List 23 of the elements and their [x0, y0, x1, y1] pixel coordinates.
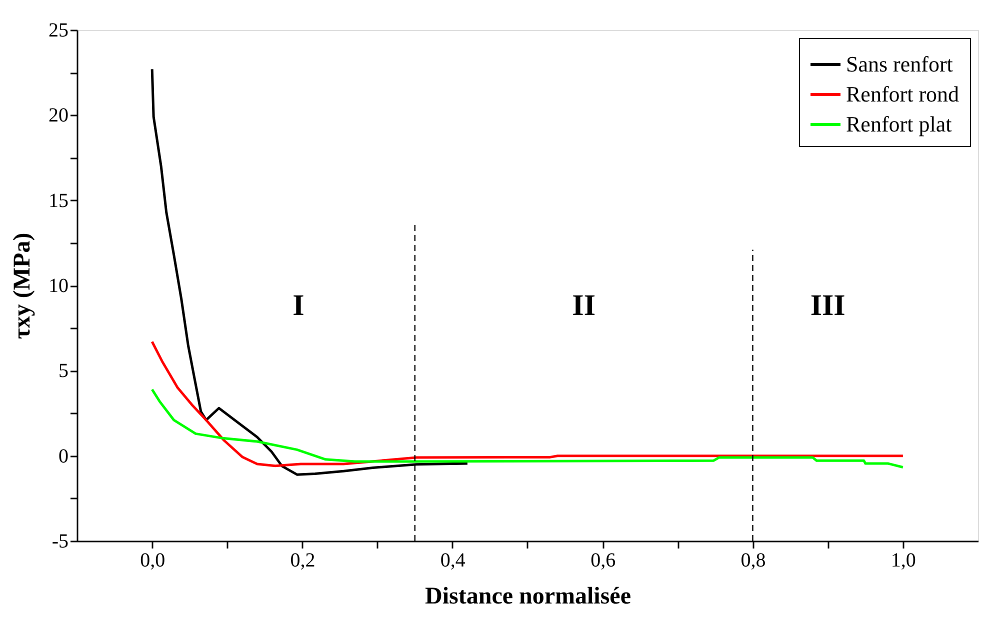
annotation: I: [292, 288, 304, 322]
y-axis-title: τxy (MPa): [10, 232, 36, 340]
annotation: II: [572, 288, 596, 322]
y-tick-label: 5: [58, 360, 68, 382]
line-series: [150, 388, 904, 468]
y-tick-label: 25: [48, 20, 68, 42]
x-axis-title: Distance normalisée: [425, 584, 632, 610]
y-tick-label: -5: [52, 530, 68, 552]
x-tick-label: 0,6: [590, 550, 616, 572]
x-tick-label: 0,0: [140, 550, 166, 572]
annotation: III: [810, 288, 846, 322]
x-tick-label: 0,2: [290, 550, 316, 572]
legend-label: Renfort plat: [846, 112, 952, 136]
legend-label: Sans renfort: [846, 52, 953, 76]
y-tick-label: 20: [48, 104, 68, 127]
x-tick-label: 0,4: [440, 550, 466, 572]
legend-label: Renfort rond: [846, 82, 960, 106]
y-tick-label: 15: [48, 190, 68, 212]
y-tick-label: 0: [58, 445, 68, 468]
x-tick-label: 0,8: [740, 550, 766, 572]
y-tick-label: 10: [48, 275, 68, 297]
line-series: [150, 340, 904, 468]
x-tick-label: 1,0: [890, 550, 916, 572]
